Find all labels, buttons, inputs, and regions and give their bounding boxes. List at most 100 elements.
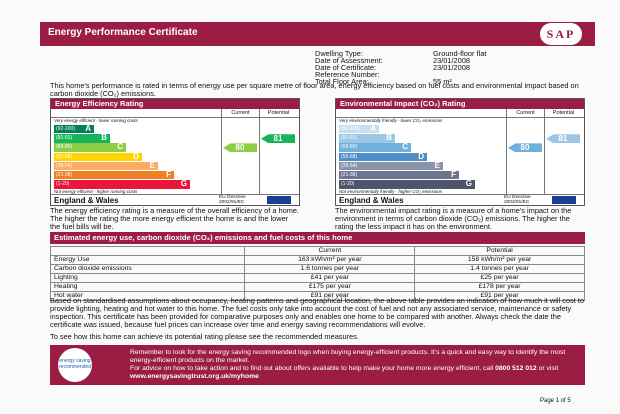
band-letter: B xyxy=(386,133,392,143)
directive: EU Directive xyxy=(504,195,531,200)
rating-band: (39-54) E xyxy=(339,160,443,171)
note: Based on standardised assumptions about … xyxy=(50,296,584,329)
band-letter: A xyxy=(370,124,376,133)
rating-panel: Environmental Impact (CO₂) Rating Current… xyxy=(335,98,585,206)
band-range: (55-68) xyxy=(56,153,73,160)
rating-band: (39-54) E xyxy=(54,160,158,171)
eu-flag xyxy=(552,196,576,204)
advice-phone: 0800 512 012 xyxy=(495,365,537,372)
page-number: Page 1 of 5 xyxy=(540,398,571,404)
bottom-note: Not energy efficient - higher running co… xyxy=(54,189,138,194)
table-cell: 1.6 tonnes per year xyxy=(244,264,416,274)
rating-band: (81-91) B xyxy=(339,133,395,143)
band-range: (69-80) xyxy=(341,144,358,151)
column-header: Potential xyxy=(267,110,290,116)
divider xyxy=(51,117,299,118)
band-range: (39-54) xyxy=(56,162,73,169)
note: To see how this home can achieve its pot… xyxy=(50,332,359,341)
table-cell: Heating xyxy=(49,282,246,292)
advice-text: Remember to look for the energy saving r… xyxy=(130,349,566,364)
band-letter: D xyxy=(133,151,139,161)
rating-arrow: 81 xyxy=(261,134,295,144)
table-cell: 158 kWh/m² per year xyxy=(414,255,585,265)
dwelling-label: Date of Assessment: xyxy=(315,56,383,65)
panel-title: Energy Efficiency Rating xyxy=(51,99,299,109)
dwelling-row: Total Floor Area: 55 m² xyxy=(315,78,515,85)
table-cell: Carbon dioxide emissions xyxy=(49,264,246,274)
band-letter: C xyxy=(117,142,123,152)
table-cell: £178 per year xyxy=(414,282,585,292)
rating-arrow: 80 xyxy=(508,143,542,153)
band-letter: A xyxy=(85,124,91,133)
divider xyxy=(336,194,584,195)
advice-call: For advice on how to take action and to … xyxy=(130,365,494,372)
region: England & Wales xyxy=(339,196,404,205)
band-range: (81-91) xyxy=(56,135,73,142)
band-letter: E xyxy=(434,160,440,170)
band-letter: D xyxy=(418,151,424,161)
band-range: (69-80) xyxy=(56,144,73,151)
sap-logo: SAP xyxy=(540,23,582,45)
advice-url: www.energysavingtrust.org.uk/myhome xyxy=(130,373,259,380)
table-cell: £41 per year xyxy=(244,273,416,283)
rating-band: (81-91) B xyxy=(54,133,110,143)
header-title: Energy Performance Certificate xyxy=(48,27,198,38)
column-header: Current xyxy=(244,246,416,256)
band-range: (21-38) xyxy=(341,172,358,178)
advice-text: Remember to look for the energy saving r… xyxy=(130,349,580,381)
column-header: Potential xyxy=(552,110,575,116)
rating-band: (21-38) F xyxy=(339,170,459,180)
header-bar: Energy Performance Certificate SAP xyxy=(40,22,595,46)
table-cell: Lighting xyxy=(49,273,246,283)
dwelling-row: Reference Number: xyxy=(315,71,515,78)
band-letter: E xyxy=(149,160,155,170)
dwelling-row: Date of Assessment: 23/01/2008 xyxy=(315,57,515,64)
dwelling-label: Date of Certificate: xyxy=(315,63,377,72)
band-range: (1-20) xyxy=(56,181,70,188)
rating-panel: Energy Efficiency Rating Current Potential… xyxy=(50,98,300,206)
band-letter: F xyxy=(451,170,456,179)
divider xyxy=(221,109,222,194)
divider xyxy=(336,117,584,118)
dwelling-value: 55 m² xyxy=(433,77,452,86)
rating-arrow: 80 xyxy=(223,143,257,153)
band-range: (92-100) xyxy=(341,126,360,132)
band-range: (1-20) xyxy=(341,181,355,188)
table-row: Hot water £91 per year £91 per year xyxy=(49,291,585,301)
table-title: Estimated energy use, carbon dioxide (CO… xyxy=(50,232,585,244)
region: England & Wales xyxy=(54,196,119,205)
rating-band: (55-68) D xyxy=(54,151,142,161)
rating-band: (92-100) A xyxy=(339,124,379,134)
band-range: (39-54) xyxy=(341,162,358,169)
band-letter: C xyxy=(402,142,408,152)
divider xyxy=(51,194,299,195)
table-cell: £91 per year xyxy=(414,291,585,301)
dwelling-label: Reference Number: xyxy=(315,70,380,79)
dwelling-label: Total Floor Area: xyxy=(315,77,369,86)
dwelling-info: Dwelling Type: Ground-floor flat Date of A… xyxy=(315,50,515,85)
column-header: Current xyxy=(516,110,535,116)
advice-visit: or visit xyxy=(538,365,559,372)
table-row: Carbon dioxide emissions 1.6 tonnes per y… xyxy=(49,264,585,274)
dwelling-value: Ground-floor flat xyxy=(433,49,487,58)
band-range: (92-100) xyxy=(56,126,75,132)
rating-band: (69-80) C xyxy=(339,142,411,152)
band-letter: F xyxy=(166,170,171,179)
top-note: Very environmentally friendly - lower CO… xyxy=(339,118,443,123)
advice-box: energy saving recommended Remember to lo… xyxy=(50,345,585,385)
efficiency-description: The energy efficiency rating is a measur… xyxy=(50,206,300,231)
top-note: Very energy efficient - lower running co… xyxy=(54,118,138,123)
table-cell: 163 kWh/m² per year xyxy=(244,255,416,265)
dwelling-row: Dwelling Type: Ground-floor flat xyxy=(315,50,515,57)
panel-title: Environmental Impact (CO₂) Rating xyxy=(336,99,584,109)
dwelling-label: Dwelling Type: xyxy=(315,49,363,58)
column-header: Current xyxy=(231,110,250,116)
table-header: Current Potential xyxy=(49,246,585,256)
bottom-note: Not environmentally friendly - higher CO… xyxy=(339,189,443,194)
esr-logo: energy saving recommended xyxy=(58,348,92,382)
directive: 2002/91/EC xyxy=(219,200,245,205)
band-letter: G xyxy=(180,179,187,189)
table-row: Lighting £41 per year £25 per year xyxy=(49,273,585,283)
intro: This home's performance is rated in term… xyxy=(50,81,579,98)
dwelling-value: 23/01/2008 xyxy=(433,63,470,72)
